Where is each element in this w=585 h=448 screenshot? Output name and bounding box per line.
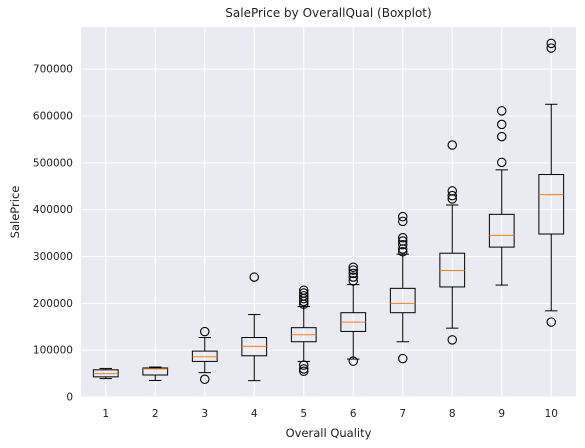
box-group-4 bbox=[241, 272, 268, 382]
tick-labels-layer: 0 100000 200000 300000 400000 500000 600000 700… bbox=[33, 64, 558, 420]
outlier-point bbox=[546, 317, 556, 327]
outlier-point bbox=[447, 335, 457, 345]
outlier-point bbox=[200, 374, 210, 384]
box-group-8 bbox=[439, 140, 466, 345]
y-tick-label: 300000 bbox=[33, 251, 73, 263]
outlier-point bbox=[447, 140, 457, 150]
outlier-point bbox=[397, 211, 408, 222]
outlier-point bbox=[298, 299, 309, 310]
outlier-point bbox=[397, 233, 408, 243]
x-tick-label: 6 bbox=[350, 408, 357, 420]
box-group-9 bbox=[488, 106, 515, 286]
iqr-box bbox=[389, 287, 416, 314]
iqr-box bbox=[142, 367, 169, 376]
outlier-point bbox=[298, 366, 309, 376]
chart-title: SalePrice by OverallQual (Boxplot) bbox=[225, 6, 431, 20]
outlier-point bbox=[496, 157, 507, 168]
box-group-1 bbox=[92, 367, 119, 380]
outlier-point bbox=[298, 296, 309, 307]
x-tick-label: 3 bbox=[201, 408, 208, 420]
x-axis-label: Overall Quality bbox=[286, 426, 372, 440]
box-group-6 bbox=[340, 262, 367, 366]
x-tick-label: 1 bbox=[102, 408, 109, 420]
outlier-point bbox=[348, 268, 358, 279]
outlier-point bbox=[298, 360, 309, 370]
outlier-point bbox=[546, 38, 556, 49]
outlier-point bbox=[496, 131, 507, 142]
x-tick-label: 5 bbox=[300, 408, 307, 420]
outlier-point bbox=[496, 106, 507, 116]
outlier-point bbox=[496, 119, 507, 130]
y-tick-label: 0 bbox=[66, 392, 73, 404]
outlier-point bbox=[348, 276, 358, 286]
x-tick-label: 10 bbox=[545, 408, 558, 420]
box-group-5 bbox=[290, 285, 317, 376]
outlier-point bbox=[348, 356, 358, 366]
x-tick-label: 7 bbox=[399, 408, 406, 420]
x-tick-label: 2 bbox=[152, 408, 159, 420]
outlier-point bbox=[348, 272, 358, 282]
iqr-box bbox=[488, 213, 515, 248]
y-tick-label: 400000 bbox=[33, 204, 73, 216]
boxes-layer bbox=[92, 38, 565, 384]
y-tick-label: 700000 bbox=[33, 64, 73, 76]
outlier-point bbox=[397, 216, 408, 227]
x-tick-label: 4 bbox=[251, 408, 258, 420]
outlier-point bbox=[249, 272, 260, 282]
outlier-point bbox=[447, 194, 457, 204]
outlier-point bbox=[397, 244, 408, 254]
outlier-point bbox=[447, 190, 457, 201]
x-tick-label: 8 bbox=[449, 408, 456, 420]
outlier-point bbox=[546, 43, 556, 53]
outlier-point bbox=[298, 364, 309, 374]
outlier-point bbox=[348, 262, 358, 273]
outlier-point bbox=[397, 353, 408, 364]
y-tick-label: 600000 bbox=[33, 110, 73, 122]
iqr-box bbox=[538, 174, 565, 235]
plot-background bbox=[81, 27, 576, 397]
outlier-point bbox=[200, 326, 210, 337]
outlier-point bbox=[298, 293, 309, 304]
x-tick-label: 9 bbox=[498, 408, 505, 420]
outlier-point bbox=[397, 247, 408, 257]
outlier-point bbox=[397, 240, 408, 250]
box-group-2 bbox=[142, 366, 169, 381]
y-tick-label: 200000 bbox=[33, 298, 73, 310]
y-tick-label: 100000 bbox=[33, 345, 73, 357]
box-group-3 bbox=[191, 326, 218, 384]
box-group-10 bbox=[538, 38, 565, 327]
outlier-point bbox=[348, 265, 358, 275]
y-axis-label: SalePrice bbox=[8, 186, 22, 239]
box-group-7 bbox=[389, 211, 416, 364]
y-tick-label: 500000 bbox=[33, 157, 73, 169]
